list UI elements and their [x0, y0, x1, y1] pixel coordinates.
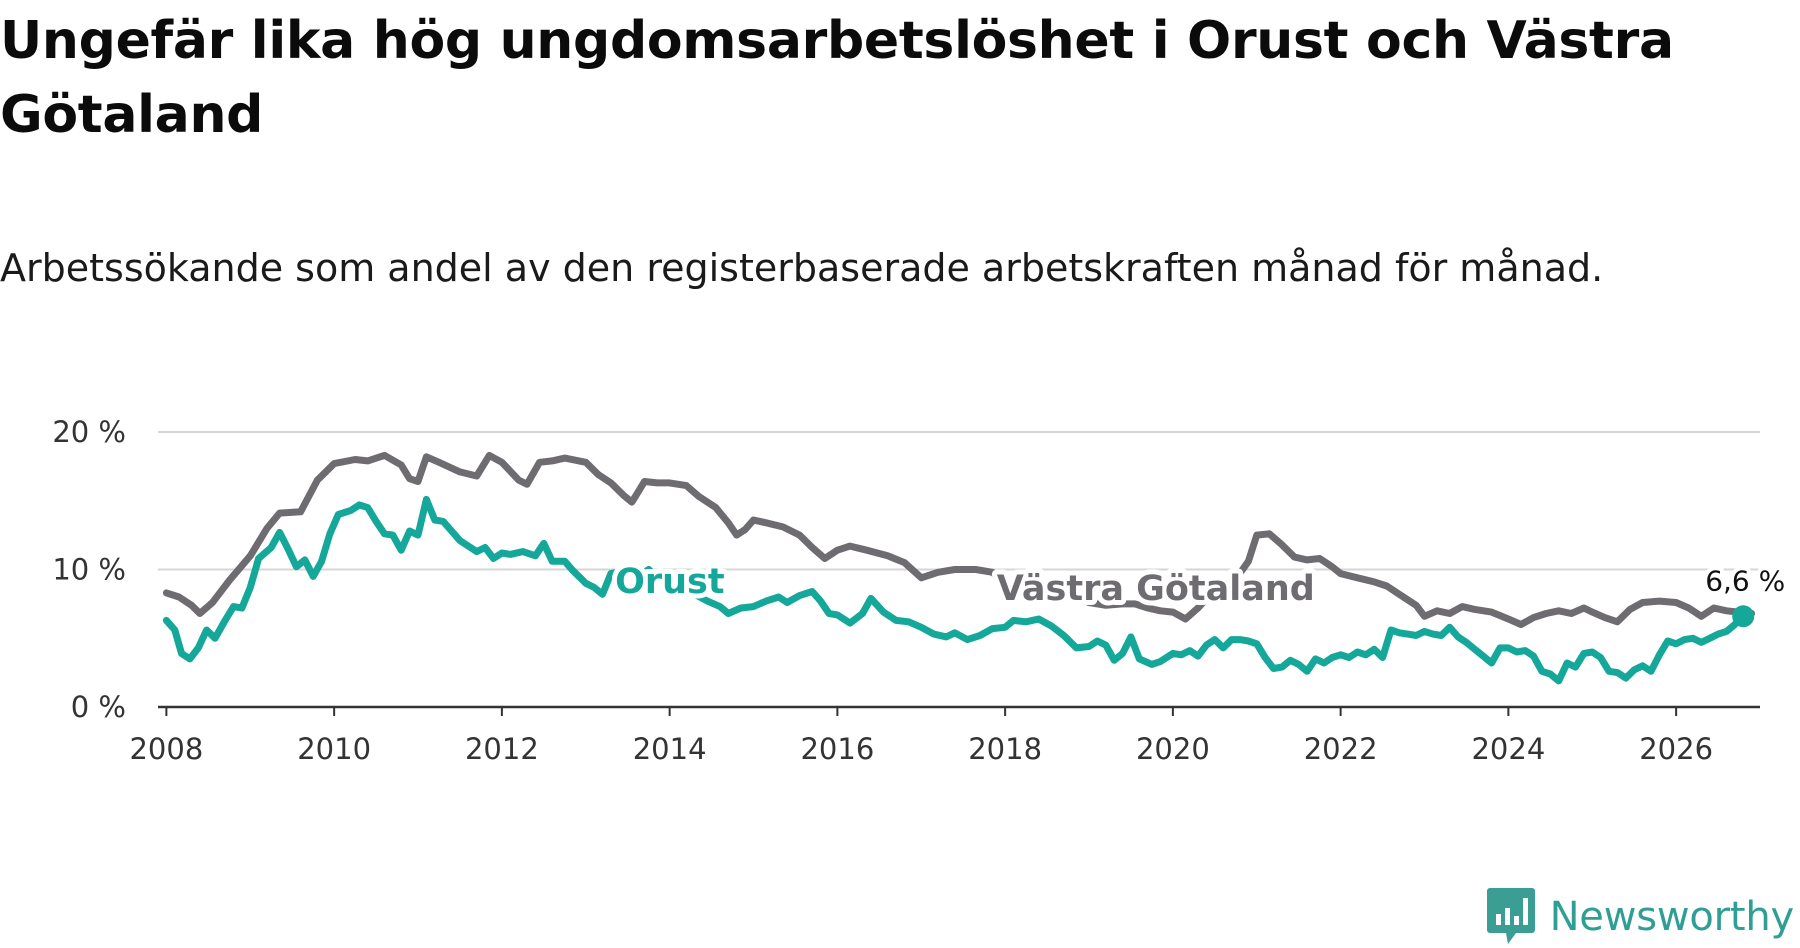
- x-tick-label: 2008: [129, 732, 203, 766]
- y-tick-label: 20 %: [52, 415, 126, 449]
- series-line-v-stra-g-taland: [162, 451, 1756, 628]
- line-chart: 0 % 10 % 20 % 2008 2010 2012 2014 2016 2018 2020…: [52, 415, 1789, 766]
- x-tick-label: 2024: [1471, 732, 1545, 766]
- x-tick-label: 2014: [633, 732, 707, 766]
- y-tick-label: 0 %: [71, 690, 126, 724]
- brand-name: Newsworthy: [1549, 894, 1795, 940]
- y-axis-ticks: 0 % 10 % 20 %: [52, 415, 126, 724]
- x-axis-ticks: 2008 2010 2012 2014 2016 2018 2020 2022 2024 2026: [129, 707, 1713, 766]
- x-tick-label: 2022: [1304, 732, 1378, 766]
- end-value-label: 6,6 %: [1705, 564, 1785, 597]
- orust-end-point: [1732, 605, 1755, 628]
- series-label-orust: Orust: [615, 562, 725, 602]
- newsworthy-chart-bubble-icon: [1486, 888, 1535, 944]
- series-labels: Västra Götaland Orust 6,6 %: [610, 557, 1789, 628]
- newsworthy-brand: Newsworthy: [1486, 886, 1794, 948]
- x-tick-label: 2018: [968, 732, 1042, 766]
- x-tick-label: 2020: [1136, 732, 1210, 766]
- series-lines: [162, 451, 1756, 685]
- x-tick-label: 2012: [465, 732, 539, 766]
- x-tick-label: 2026: [1639, 732, 1713, 766]
- series-label-vastra-gotaland: Västra Götaland: [997, 569, 1315, 609]
- x-tick-label: 2010: [297, 732, 371, 766]
- chart-title: Ungefär lika hög ungdomsarbetslöshet i O…: [0, 11, 1674, 145]
- x-tick-label: 2016: [800, 732, 874, 766]
- chart-subtitle: Arbetssökande som andel av den registerb…: [0, 246, 1604, 290]
- series-line-orust: [162, 495, 1747, 685]
- y-tick-label: 10 %: [52, 553, 126, 587]
